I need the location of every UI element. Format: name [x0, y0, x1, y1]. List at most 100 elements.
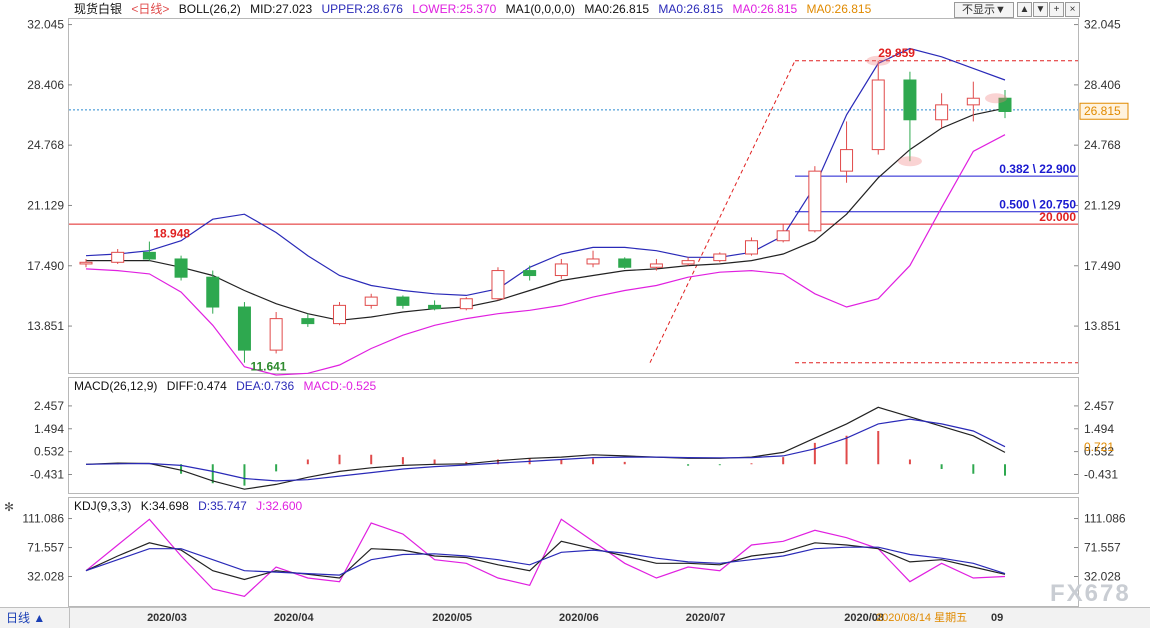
instrument-label: 现货白银 [74, 2, 123, 16]
fib-0382-label: 0.382 \ 22.900 [999, 162, 1076, 176]
candle-body [586, 258, 600, 265]
kdj-right-tick-label: 71.557 [1084, 541, 1121, 555]
x-axis-month-label: 2020/06 [559, 612, 599, 624]
candle-body [237, 306, 251, 351]
kdj-legend: KDJ(9,3,3) K:34.698 D:35.747 J:32.600 [74, 497, 308, 515]
price-tag-value: 26.815 [1084, 104, 1121, 118]
candle-body [871, 79, 885, 151]
recent-highlight [985, 93, 1007, 104]
kdj-right-tick-label: 111.086 [1084, 512, 1126, 526]
candle-body [523, 270, 537, 277]
price-right-tick-label: 17.490 [1084, 259, 1121, 273]
period-tag: <日线> [131, 2, 170, 16]
candle-body [333, 304, 347, 325]
kdj-j-value: J:32.600 [256, 499, 303, 513]
macd-left-tick-label: -0.431 [30, 467, 64, 481]
candle-body [364, 296, 378, 306]
x-axis-month-label: 2020/05 [432, 612, 473, 624]
boll-label: BOLL(26,2) [178, 2, 241, 16]
macd-diff-value: DIFF:0.474 [166, 379, 227, 393]
macd-left-tick-label: 2.457 [34, 399, 64, 413]
price-left-tick-label: 28.406 [27, 78, 64, 92]
macd-right-tick-label: -0.431 [1084, 467, 1118, 481]
candle-body [174, 258, 188, 278]
macd-right-tick-label: 0.532 [1084, 445, 1114, 459]
kdj-d-line [85, 546, 1006, 576]
ma-spec-label: MA1(0,0,0,0) [505, 2, 576, 16]
macd-left-tick-label: 1.494 [34, 422, 64, 436]
price-right-tick-label: 24.768 [1084, 138, 1121, 152]
down-arrow-icon[interactable]: ▼ [1033, 2, 1048, 17]
support-20-label: 20.000 [1039, 210, 1076, 224]
candle-body [396, 296, 410, 306]
candle-body [111, 251, 125, 263]
bottom-bar: 日线 ▲ 2020/03 2020/04 2020/05 2020/06 2020/07… [0, 607, 1150, 628]
date-hint: 2020/08/14 星期五 [876, 612, 968, 624]
candle-body [618, 258, 632, 268]
boll-upper-value: UPPER:28.676 [321, 2, 403, 16]
price-left-tick-label: 21.129 [27, 198, 64, 212]
kdj-k-line [85, 540, 1006, 581]
kdj-right-tick-label: 32.028 [1084, 570, 1121, 584]
candle-body [79, 261, 93, 265]
x-axis-month-label: 2020/07 [685, 612, 726, 624]
kdj-left-tick-label: 71.557 [27, 541, 64, 555]
kdj-left-tick-label: 111.086 [22, 512, 64, 526]
candle-body [649, 263, 663, 268]
kdj-left-tick-label: 32.028 [27, 570, 64, 584]
main-legend: 现货白银 <日线> BOLL(26,2) MID:27.023 UPPER:28… [74, 0, 877, 18]
x-axis-month-label: 2020/08 [844, 612, 884, 624]
add-icon[interactable]: + [1049, 2, 1064, 17]
boll-lower-value: LOWER:25.370 [412, 2, 497, 16]
boll-lower-line [85, 134, 1006, 376]
macd-diff-line [85, 406, 1006, 490]
kdj-j-line [85, 518, 1006, 597]
fib-0500-label: 0.500 \ 20.750 [999, 198, 1076, 212]
macd-legend: MACD(26,12,9) DIFF:0.474 DEA:0.736 MACD:… [74, 377, 382, 395]
panel-frame [68, 377, 1079, 494]
macd-hist-value: MACD:-0.525 [303, 379, 377, 393]
period-selector-button[interactable]: 日线 ▲ [0, 608, 70, 628]
candle-body [903, 79, 917, 121]
macd-title: MACD(26,12,9) [74, 379, 158, 393]
ma4-value: MA0:26.815 [806, 2, 872, 16]
price-right-tick-label: 32.045 [1084, 18, 1121, 32]
boll-mid-value: MID:27.023 [250, 2, 313, 16]
candle-body [840, 149, 854, 172]
candle-body [681, 260, 695, 265]
candle-body [808, 170, 822, 232]
price-tag-box [1079, 102, 1129, 120]
macd-value-tag: 0.721 [1084, 440, 1114, 454]
low-annotation-label: 11.641 [250, 360, 286, 374]
ma3-value: MA0:26.815 [732, 2, 798, 16]
peak-annotation-label: 29.859 [878, 46, 915, 60]
candle-body [269, 318, 283, 351]
kdj-k-value: K:34.698 [140, 499, 189, 513]
peak-highlight [866, 55, 891, 66]
ma1-value: MA0:26.815 [584, 2, 650, 16]
dip-highlight [897, 156, 922, 167]
price-left-tick-label: 32.045 [27, 18, 64, 32]
kdj-title: KDJ(9,3,3) [74, 499, 132, 513]
x-axis-month-label: 2020/03 [147, 612, 187, 624]
up-arrow-icon[interactable]: ▲ [1017, 2, 1032, 17]
boll-mid-line [86, 107, 1006, 321]
close-icon[interactable]: × [1065, 2, 1080, 17]
x-axis-month-label: 09 [991, 612, 1004, 624]
candle-body [776, 230, 790, 242]
macd-right-tick-label: 1.494 [1084, 422, 1114, 436]
hide-indicator-dropdown[interactable]: 不显示▼ [954, 2, 1014, 18]
macd-left-tick-label: 0.532 [34, 445, 64, 459]
gear-icon[interactable]: ✻ [4, 500, 15, 514]
trend-line [649, 60, 796, 363]
price-left-tick-label: 13.851 [27, 319, 64, 333]
candle-body [206, 276, 220, 308]
boll-upper-line [85, 47, 1006, 297]
candle-body [966, 97, 980, 106]
price-right-tick-label: 28.406 [1084, 78, 1121, 92]
macd-right-tick-label: 2.457 [1084, 399, 1114, 413]
candle-body [554, 263, 568, 277]
candle-body [428, 304, 442, 310]
candle-body [142, 251, 156, 260]
